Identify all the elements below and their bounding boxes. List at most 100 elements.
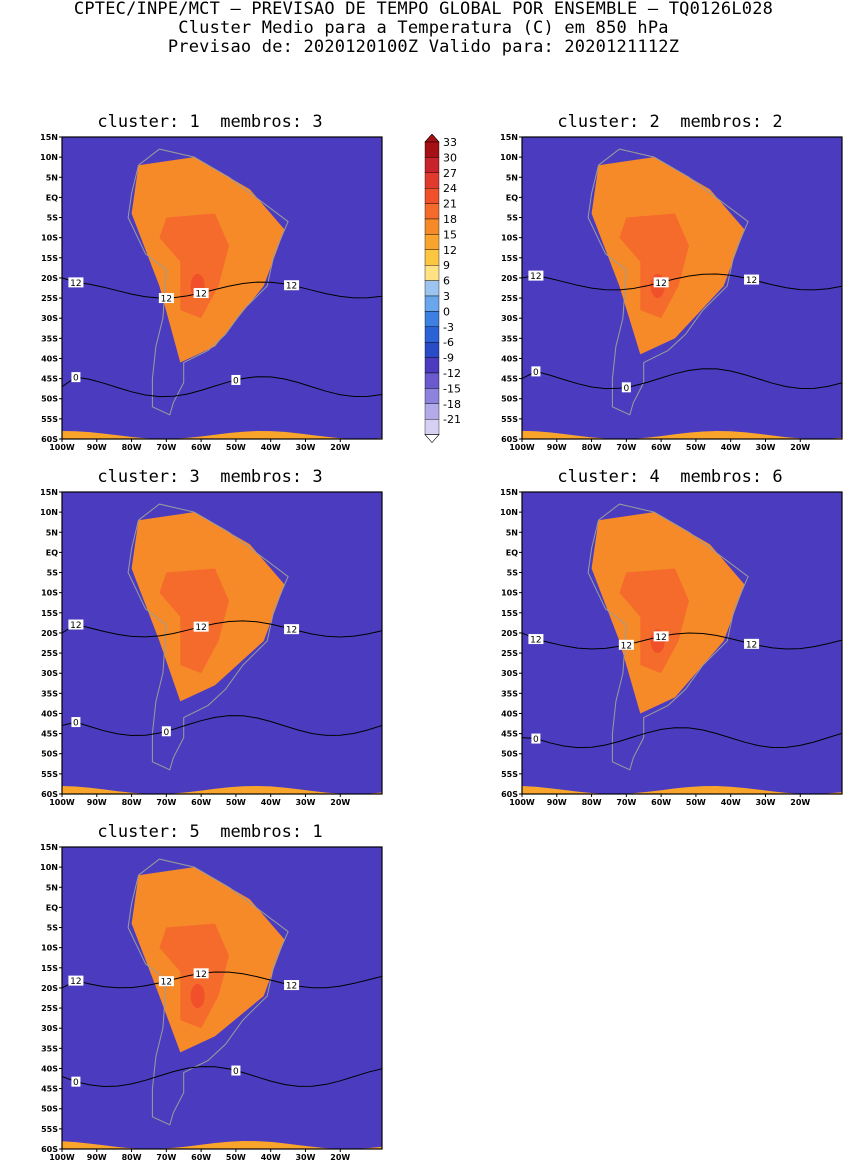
header-title-line: CPTEC/INPE/MCT – PREVISAO DE TEMPO GLOBA…: [73, 0, 774, 19]
longitude-label: 20W: [790, 443, 810, 452]
latitude-label: 20S: [501, 274, 518, 283]
contour-label: 12: [655, 633, 666, 643]
latitude-label: 5S: [47, 924, 59, 933]
latitude-label: EQ: [46, 903, 58, 912]
longitude-label: 30W: [295, 443, 315, 452]
latitude-label: 45S: [41, 1085, 58, 1094]
longitude-label: 20W: [330, 443, 350, 452]
longitude-label: 70W: [156, 1153, 176, 1162]
contour-label-bg: [653, 277, 669, 288]
colorbar-swatch: [424, 264, 440, 281]
map-frame: [521, 136, 843, 440]
latitude-label: 55S: [501, 415, 518, 424]
contour-label: 12: [161, 978, 172, 988]
contour-label: 12: [746, 640, 757, 650]
latitude-label: 15N: [40, 843, 58, 852]
isotherm-12: [522, 632, 842, 650]
contour-label: 12: [286, 982, 297, 992]
longitude-label: 100W: [509, 443, 535, 452]
latitude-label: 40S: [41, 354, 58, 363]
latitude-label: 10N: [500, 508, 518, 517]
longitude-label: 80W: [582, 798, 602, 807]
map-canvas: 12 12 12 12 0 15N 10N 5N EQ 5S 10S 15S 20S 25S 30S 35S 4…: [500, 488, 843, 807]
latitude-label: 30S: [41, 669, 58, 678]
colorbar-label: -12: [443, 367, 461, 380]
longitude-label: 50W: [686, 798, 706, 807]
latitude-label: 25S: [41, 1004, 58, 1013]
contour-label: 0: [233, 376, 239, 386]
colorbar-label: 30: [443, 151, 457, 164]
contour-label-bg: [621, 382, 631, 393]
contour-label-bg: [653, 631, 669, 642]
map-panel-cluster-3: cluster: 3 membros: 3 12 12 12 0 0 15N 10N 5N EQ…: [30, 467, 390, 817]
latitude-label: 25S: [41, 294, 58, 303]
longitude-label: 40W: [721, 798, 741, 807]
longitude-label: 90W: [87, 443, 107, 452]
coastline: [127, 148, 289, 416]
contour-label: 12: [161, 295, 172, 305]
longitude-label: 70W: [156, 443, 176, 452]
contour-label: 0: [533, 368, 539, 378]
map-canvas: 12 12 12 0 0 15N 10N 5N EQ 5S 10S 15S 20S 25S 30S 35S 40…: [500, 133, 843, 452]
longitude-label: 100W: [49, 798, 75, 807]
colorbar-swatch: [424, 141, 440, 158]
colorbar-swatch: [424, 172, 440, 189]
map-canvas: 12 12 12 0 0 15N 10N 5N EQ 5S 10S 15S 20S 25S 30S 35S 40…: [40, 488, 383, 807]
longitude-label: 60W: [191, 798, 211, 807]
contour-label: 12: [746, 276, 757, 286]
contour-label-bg: [531, 733, 541, 744]
longitude-label: 50W: [226, 443, 246, 452]
latitude-label: 40S: [501, 709, 518, 718]
colorbar-label: 18: [443, 213, 457, 226]
contour-label-bg: [528, 634, 544, 645]
latitude-label: 20S: [501, 629, 518, 638]
latitude-label: 40S: [41, 709, 58, 718]
longitude-label: 90W: [87, 1153, 107, 1162]
latitude-label: 25S: [41, 649, 58, 658]
latitude-label: 15S: [41, 609, 58, 618]
longitude-label: 70W: [616, 443, 636, 452]
latitude-label: 10S: [501, 234, 518, 243]
longitude-label: 100W: [509, 798, 535, 807]
temperature-field-21-24: [159, 568, 229, 674]
contour-label-bg: [71, 1076, 81, 1087]
longitude-label: 90W: [547, 443, 567, 452]
latitude-label: 5N: [46, 173, 58, 182]
colorbar-label: 12: [443, 244, 457, 257]
contour-label-bg: [284, 280, 300, 291]
colorbar-label: 0: [443, 305, 450, 318]
panel-title: cluster: 1 membros: 3: [97, 112, 323, 132]
longitude-label: 30W: [755, 798, 775, 807]
isotherm-12: [62, 971, 382, 989]
longitude-label: 60W: [651, 443, 671, 452]
latitude-label: 20S: [41, 274, 58, 283]
longitude-label: 100W: [49, 443, 75, 452]
temperature-field-24-27: [190, 983, 205, 1008]
contour-label: 12: [195, 290, 206, 300]
longitude-label: 20W: [330, 1153, 350, 1162]
longitude-label: 30W: [295, 1153, 315, 1162]
latitude-label: 15S: [41, 254, 58, 263]
colorbar-swatch: [424, 357, 440, 374]
colorbar-label: -21: [443, 413, 461, 426]
latitude-label: 50S: [501, 395, 518, 404]
longitude-label: 50W: [226, 1153, 246, 1162]
colorbar-label: -18: [443, 398, 461, 411]
contour-label-bg: [71, 372, 81, 383]
colorbar-label: -9: [443, 352, 454, 365]
panel-title: cluster: 2 membros: 2: [557, 112, 783, 132]
longitude-label: 40W: [261, 798, 281, 807]
contour-label-bg: [744, 274, 760, 285]
latitude-label: 5S: [507, 214, 519, 223]
latitude-label: 45S: [41, 730, 58, 739]
panel-title: cluster: 4 membros: 6: [557, 467, 783, 487]
colorbar-label: 6: [443, 275, 450, 288]
contour-label-bg: [531, 366, 541, 377]
latitude-label: 5S: [47, 214, 59, 223]
latitude-label: EQ: [506, 193, 518, 202]
contour-label-bg: [284, 980, 300, 991]
longitude-label: 30W: [755, 443, 775, 452]
temperature-field-21-24: [619, 568, 689, 674]
isotherm-12: [62, 277, 382, 299]
